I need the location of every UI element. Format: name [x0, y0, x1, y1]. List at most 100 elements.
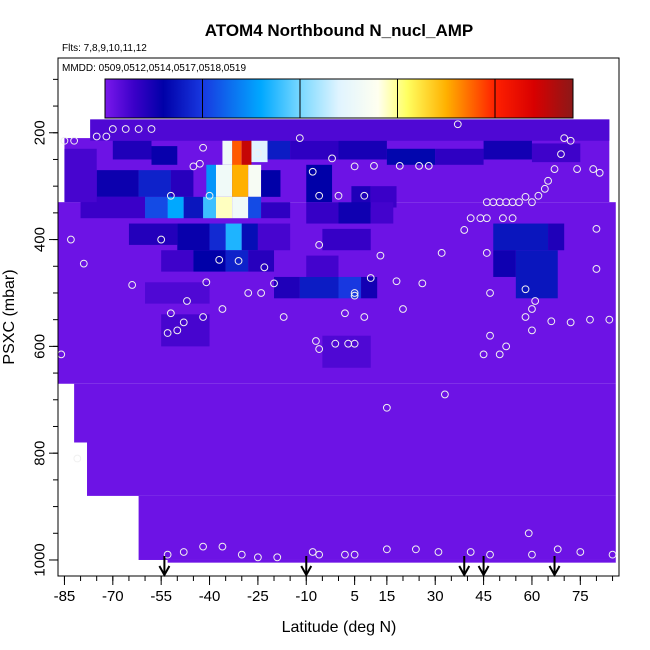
sample-marker — [466, 214, 475, 223]
heatmap-cell — [370, 202, 394, 224]
sample-marker — [528, 305, 536, 313]
heatmap-cell — [306, 202, 339, 224]
heatmap-cell — [225, 250, 249, 272]
sample-marker — [92, 132, 101, 141]
sample-marker — [215, 255, 224, 264]
heatmap-cell — [215, 196, 233, 219]
y-tick-label: 200 — [32, 120, 49, 145]
sample-marker — [328, 154, 336, 163]
sample-marker — [279, 313, 288, 321]
heatmap-cell — [435, 148, 484, 165]
sample-marker — [60, 136, 69, 145]
sample-marker — [608, 550, 617, 559]
sample-marker — [218, 542, 227, 551]
sample-marker — [540, 184, 549, 193]
sample-marker — [195, 159, 204, 168]
x-axis-title: Latitude (deg N) — [282, 619, 397, 636]
sample-marker — [360, 191, 369, 200]
flight-arrows — [158, 556, 561, 578]
heatmap-cell — [193, 250, 226, 272]
sample-marker — [205, 191, 214, 200]
sample-marker — [70, 136, 79, 145]
sample-marker — [270, 279, 278, 288]
y-axis: 200 400 600 800 1000 — [32, 78, 58, 577]
sample-marker — [173, 326, 182, 335]
sample-marker — [73, 454, 82, 463]
sample-marker — [576, 548, 585, 556]
sample-marker — [295, 134, 304, 143]
heatmap-cell — [90, 119, 610, 141]
y-tick-label: 400 — [32, 227, 49, 252]
sample-marker — [350, 339, 359, 348]
x-tick-label: -85 — [54, 588, 76, 605]
heatmap-cell — [241, 223, 258, 251]
sample-marker — [199, 313, 207, 321]
heatmap-cell — [267, 140, 291, 160]
heatmap-cell — [222, 140, 233, 165]
sample-marker — [495, 350, 504, 359]
sample-marker — [199, 542, 207, 551]
sample-marker — [257, 289, 266, 297]
sample-marker — [382, 545, 391, 554]
coverage-band — [74, 383, 616, 443]
sample-marker — [531, 297, 540, 305]
flight-arrow — [300, 556, 313, 578]
sample-marker — [605, 315, 614, 324]
sample-marker — [553, 545, 562, 554]
sample-marker — [557, 150, 565, 159]
heatmap-cell — [203, 196, 216, 219]
flight-arrow — [477, 556, 490, 578]
sample-marker — [253, 553, 262, 562]
sample-marker — [595, 168, 604, 177]
heatmap-cell — [112, 140, 152, 160]
heatmap-cell — [515, 250, 558, 299]
heatmap-cell — [206, 164, 216, 197]
heatmap-cell — [225, 223, 242, 251]
heatmap-cell — [257, 223, 291, 251]
sample-marker — [370, 161, 378, 170]
sample-marker — [534, 191, 543, 200]
sample-marker — [79, 259, 88, 268]
heatmap-cell — [248, 196, 262, 219]
sample-marker — [350, 289, 359, 297]
sample-marker — [341, 550, 349, 559]
sample-marker — [392, 277, 401, 286]
x-tick-label: 75 — [572, 588, 589, 605]
sample-marker — [592, 265, 601, 273]
sample-marker — [399, 305, 407, 313]
heatmap-cell — [96, 170, 139, 197]
heatmap-cell — [64, 148, 97, 203]
sample-marker — [482, 249, 491, 257]
sample-marker — [528, 198, 536, 207]
heatmap-cell — [338, 276, 362, 299]
heatmap-cell — [548, 223, 565, 251]
sample-marker — [434, 548, 443, 556]
sample-marker — [273, 553, 282, 562]
sample-marker — [244, 289, 253, 297]
heatmap-cell — [232, 196, 249, 219]
sample-marker — [308, 167, 317, 176]
sample-marker — [179, 318, 188, 327]
sample-marker — [589, 165, 598, 173]
sample-marker — [189, 162, 198, 171]
sample-marker — [350, 291, 359, 300]
heatmap-cell — [261, 202, 291, 219]
sample-marker — [382, 403, 391, 412]
coverage-band — [167, 559, 616, 563]
sample-marker — [437, 249, 446, 257]
x-tick-label: 45 — [475, 588, 492, 605]
flight-arrow — [158, 556, 171, 578]
sample-marker — [482, 214, 491, 223]
sample-marker — [521, 313, 530, 321]
sample-marker — [341, 309, 349, 318]
flight-arrow — [548, 556, 561, 578]
heatmap-cell — [493, 250, 516, 277]
heatmap-cell — [251, 140, 268, 163]
sample-marker — [479, 350, 488, 359]
chart-title: ATOM4 Northbound N_nucl_AMP — [205, 21, 474, 40]
heatmap-cell — [274, 276, 300, 299]
coverage-band — [87, 442, 616, 496]
sample-marker — [560, 134, 569, 143]
heatmap-cell — [386, 148, 436, 165]
